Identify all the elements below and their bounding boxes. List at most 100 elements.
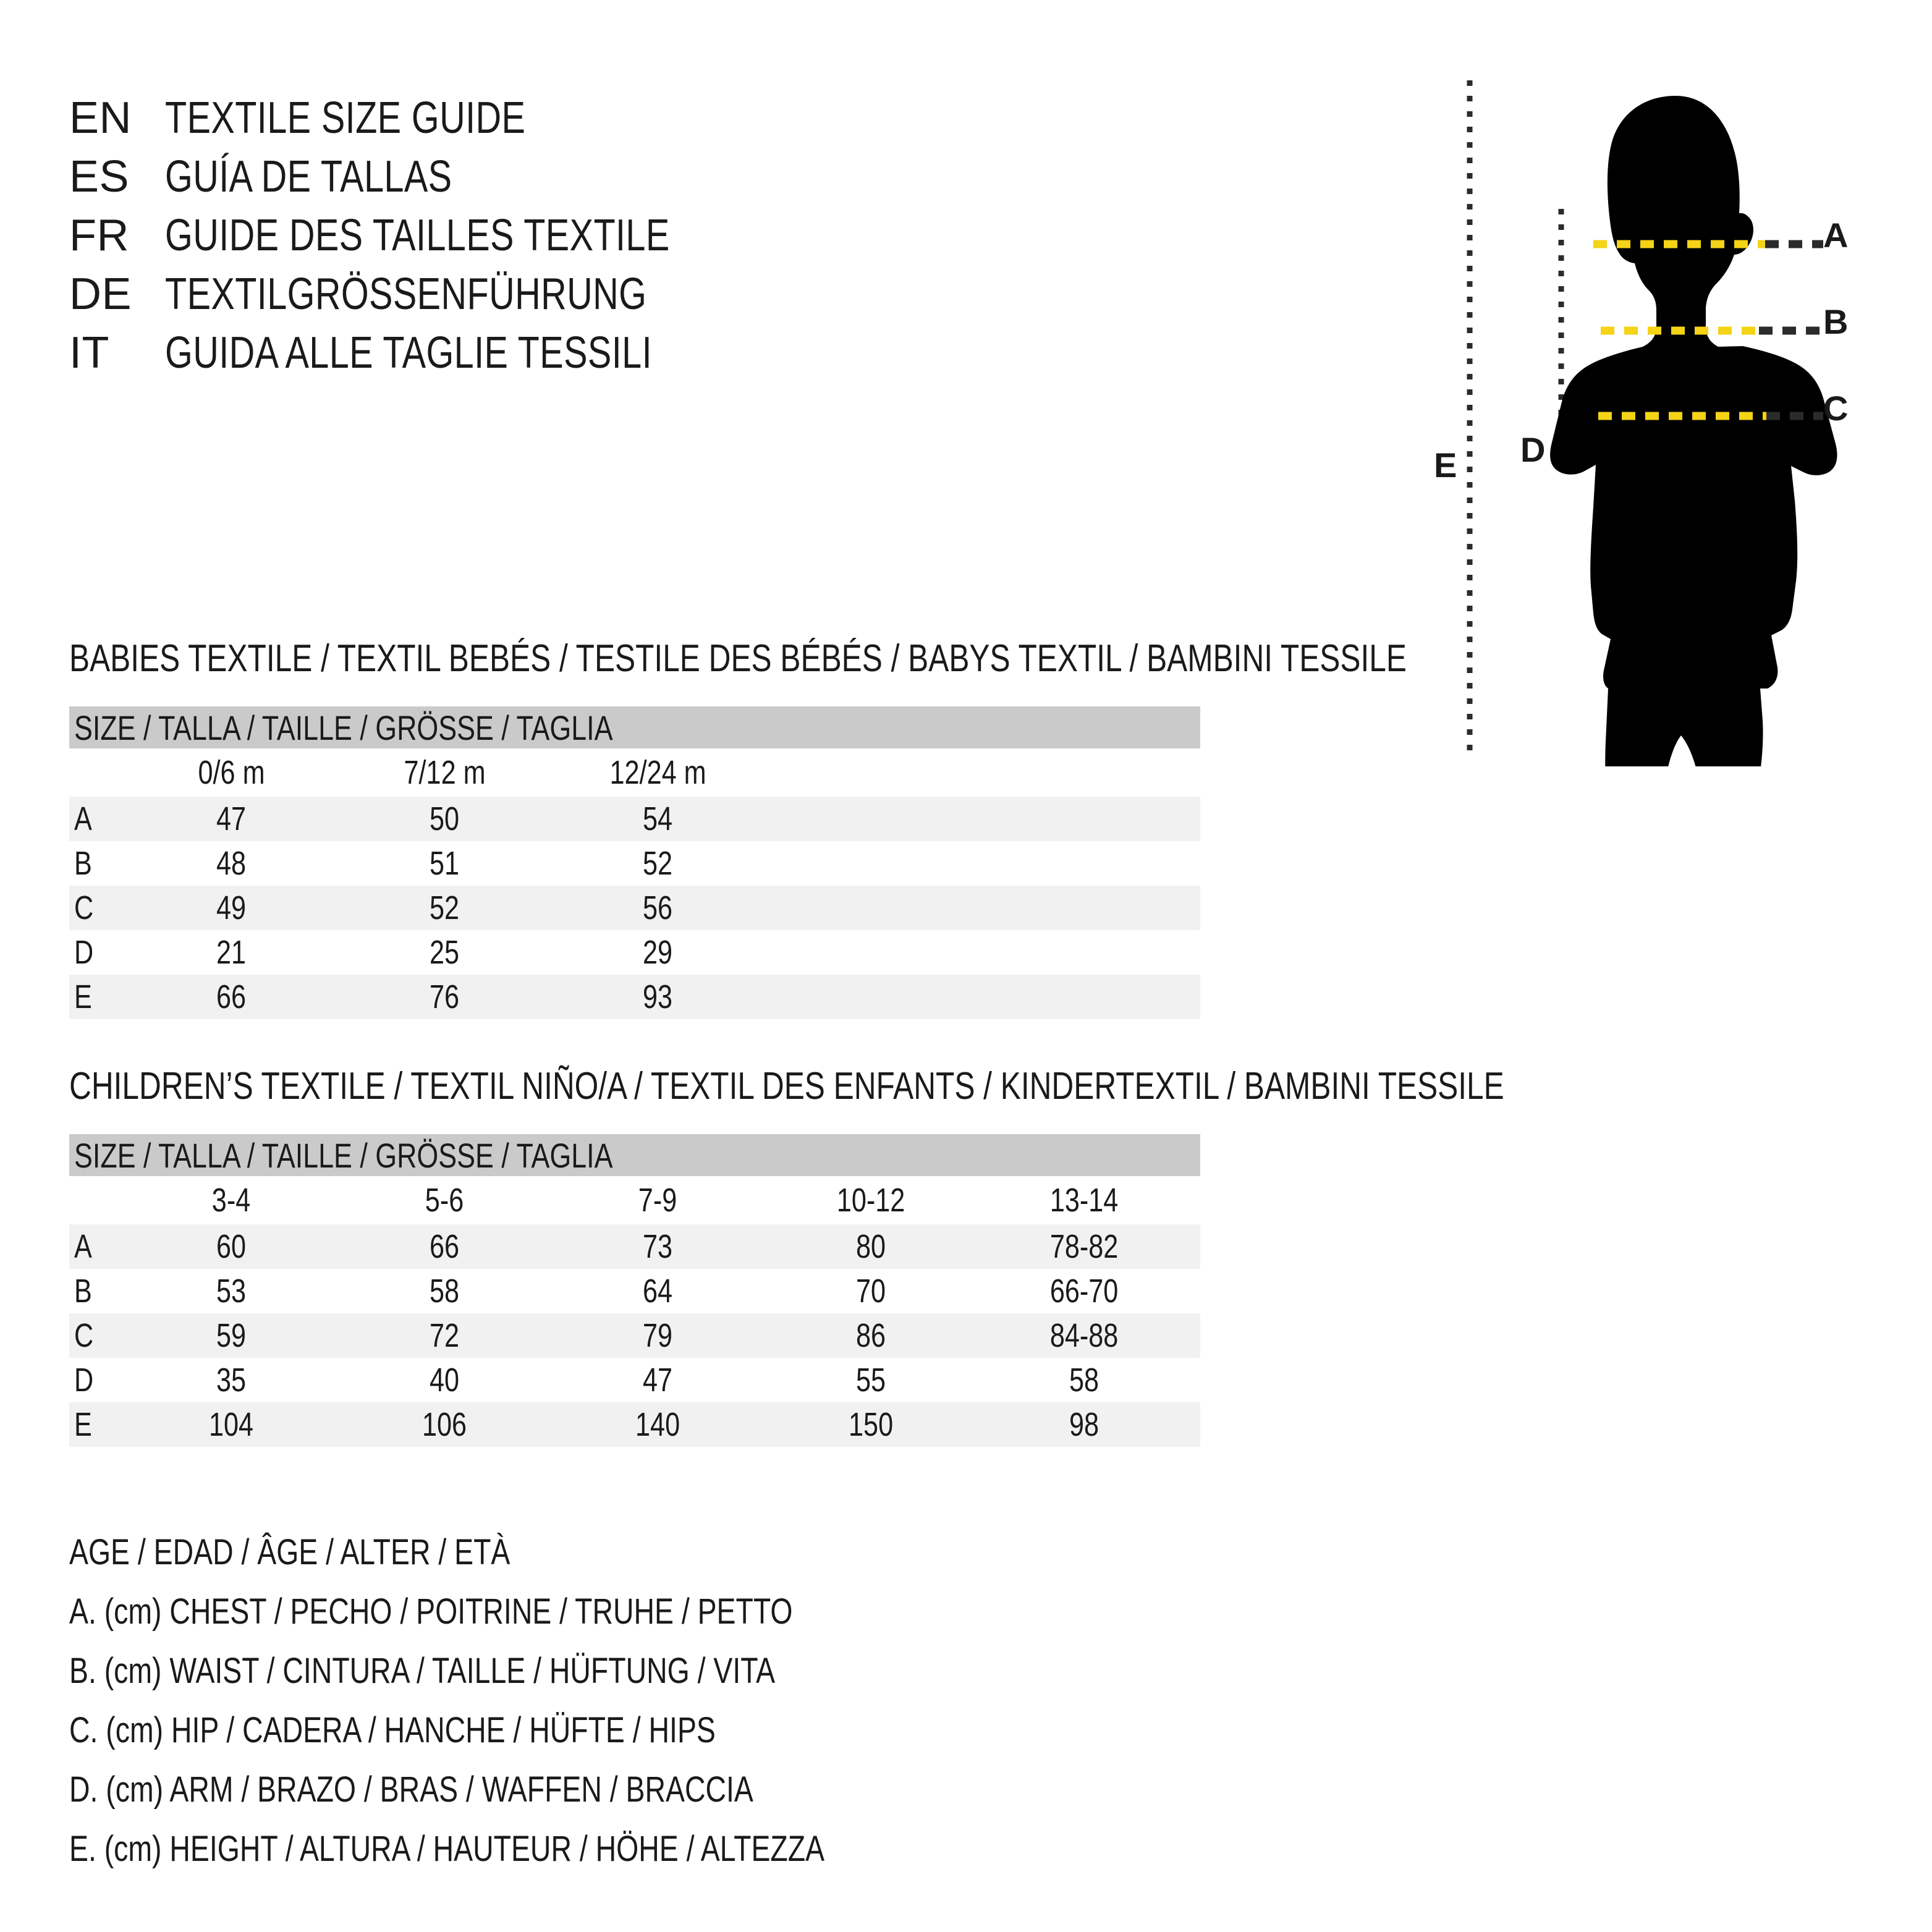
language-code-it: IT	[69, 328, 109, 378]
children-cell-b-1: 58	[430, 1273, 460, 1310]
children-row-label-b: B	[74, 1273, 92, 1310]
torso-shirt-shape	[1550, 346, 1837, 688]
language-title-en: TEXTILE SIZE GUIDE	[165, 93, 526, 143]
children-cell-e-0: 104	[209, 1406, 254, 1443]
children-cell-d-4: 58	[1069, 1362, 1099, 1399]
figure-label-e: E	[1434, 446, 1457, 485]
language-code-fr: FR	[69, 211, 129, 260]
children-cell-d-3: 55	[856, 1362, 886, 1399]
legend-line-age: AGE / EDAD / ÂGE / ALTER / ETÀ	[69, 1532, 511, 1572]
children-cell-c-2: 79	[643, 1317, 673, 1354]
measurement-legend: AGE / EDAD / ÂGE / ALTER / ETÀ A. (cm) C…	[69, 1532, 1014, 1888]
figure-label-d: D	[1520, 430, 1546, 469]
children-cell-b-3: 70	[856, 1273, 886, 1310]
children-cell-d-1: 40	[430, 1362, 460, 1399]
children-column-header-1: 5-6	[425, 1182, 464, 1219]
head-shape	[1607, 96, 1753, 347]
babies-row-label-e: E	[74, 978, 92, 1015]
babies-cell-c-1: 52	[430, 889, 460, 926]
language-code-en: EN	[69, 93, 132, 143]
babies-row-label-a: A	[74, 800, 92, 837]
table-row: A 47 50 54	[69, 797, 1200, 841]
table-row: B 53 58 64 70 66-70	[69, 1269, 1200, 1313]
table-row: C 59 72 79 86 84-88	[69, 1313, 1200, 1358]
figure-label-a: A	[1823, 216, 1849, 255]
babies-cell-d-2: 29	[643, 934, 673, 971]
babies-size-bar-label: SIZE / TALLA / TAILLE / GRÖSSE / TAGLIA	[74, 708, 613, 747]
legend-line-chest: A. (cm) CHEST / PECHO / POITRINE / TRUHE…	[69, 1591, 793, 1632]
babies-cell-b-1: 51	[430, 845, 460, 882]
language-title-es: GUÍA DE TALLAS	[165, 152, 452, 201]
babies-cell-a-1: 50	[430, 800, 460, 837]
table-row: D 35 40 47 55 58	[69, 1358, 1200, 1402]
legend-line-waist: B. (cm) WAIST / CINTURA / TAILLE / HÜFTU…	[69, 1651, 776, 1691]
language-title-it: GUIDA ALLE TAGLIE TESSILI	[165, 328, 652, 378]
babies-column-header-0: 0/6 m	[198, 754, 265, 791]
babies-column-header-row: 0/6 m 7/12 m 12/24 m	[69, 748, 1200, 797]
table-row: E 66 76 93	[69, 975, 1200, 1019]
children-cell-a-4: 78-82	[1050, 1228, 1119, 1265]
children-cell-e-2: 140	[635, 1406, 680, 1443]
children-cell-e-1: 106	[422, 1406, 467, 1443]
children-cell-d-2: 47	[643, 1362, 673, 1399]
children-section-heading: CHILDREN’S TEXTILE / TEXTIL NIÑO/A / TEX…	[69, 1065, 1504, 1108]
children-cell-a-2: 73	[643, 1228, 673, 1265]
babies-cell-e-2: 93	[643, 978, 673, 1015]
babies-cell-c-0: 49	[216, 889, 247, 926]
children-column-header-2: 7-9	[638, 1182, 677, 1219]
child-silhouette-shape	[1550, 96, 1837, 766]
figure-label-c: C	[1823, 389, 1849, 428]
figure-label-b: B	[1823, 302, 1849, 341]
children-cell-a-0: 60	[216, 1228, 247, 1265]
measurement-figure-diagram: E D A B C	[1397, 74, 1904, 766]
children-size-bar-label: SIZE / TALLA / TAILLE / GRÖSSE / TAGLIA	[74, 1135, 613, 1175]
children-cell-c-4: 84-88	[1050, 1317, 1119, 1354]
children-column-header-3: 10-12	[837, 1182, 905, 1219]
table-row: C 49 52 56	[69, 886, 1200, 930]
language-code-de: DE	[69, 269, 132, 319]
babies-column-header-2: 12/24 m	[609, 754, 706, 791]
children-size-bar: SIZE / TALLA / TAILLE / GRÖSSE / TAGLIA	[69, 1134, 1200, 1176]
babies-section-heading: BABIES TEXTILE / TEXTIL BEBÉS / TESTILE …	[69, 637, 1407, 680]
children-cell-c-3: 86	[856, 1317, 886, 1354]
children-column-header-row: 3-4 5-6 7-9 10-12 13-14	[69, 1176, 1200, 1224]
children-row-label-e: E	[74, 1406, 92, 1443]
legend-line-arm: D. (cm) ARM / BRAZO / BRAS / WAFFEN / BR…	[69, 1769, 753, 1810]
language-row-fr: FR GUIDE DES TAILLES TEXTILE	[69, 210, 1244, 269]
children-row-label-c: C	[74, 1317, 94, 1354]
language-title-de: TEXTILGRÖSSENFÜHRUNG	[165, 269, 647, 319]
table-row: A 60 66 73 80 78-82	[69, 1224, 1200, 1269]
children-cell-b-4: 66-70	[1050, 1273, 1119, 1310]
babies-cell-a-2: 54	[643, 800, 673, 837]
children-column-header-0: 3-4	[212, 1182, 251, 1219]
language-title-fr: GUIDE DES TAILLES TEXTILE	[165, 211, 670, 260]
children-cell-a-1: 66	[430, 1228, 460, 1265]
language-row-es: ES GUÍA DE TALLAS	[69, 151, 1244, 210]
children-cell-e-3: 150	[849, 1406, 894, 1443]
babies-column-header-1: 7/12 m	[404, 754, 486, 791]
babies-cell-c-2: 56	[643, 889, 673, 926]
babies-row-label-d: D	[74, 934, 94, 971]
babies-cell-b-2: 52	[643, 845, 673, 882]
children-cell-a-3: 80	[856, 1228, 886, 1265]
children-row-label-d: D	[74, 1362, 94, 1399]
children-cell-c-0: 59	[216, 1317, 247, 1354]
children-cell-d-0: 35	[216, 1362, 247, 1399]
children-corner-cell	[69, 1181, 125, 1219]
children-row-label-a: A	[74, 1228, 92, 1265]
table-row: B 48 51 52	[69, 841, 1200, 886]
babies-row-label-c: C	[74, 889, 94, 926]
shorts-shape	[1605, 688, 1763, 766]
language-code-es: ES	[69, 152, 130, 201]
child-silhouette-svg	[1467, 80, 1837, 766]
children-size-table: SIZE / TALLA / TAILLE / GRÖSSE / TAGLIA …	[69, 1134, 1200, 1447]
babies-cell-b-0: 48	[216, 845, 247, 882]
babies-cell-d-1: 25	[430, 934, 460, 971]
babies-size-bar: SIZE / TALLA / TAILLE / GRÖSSE / TAGLIA	[69, 706, 1200, 748]
language-row-en: EN TEXTILE SIZE GUIDE	[69, 93, 1244, 151]
children-cell-b-0: 53	[216, 1273, 247, 1310]
language-row-it: IT GUIDA ALLE TAGLIE TESSILI	[69, 328, 1244, 386]
table-row: E 104 106 140 150 98	[69, 1402, 1200, 1447]
language-title-block: EN TEXTILE SIZE GUIDE ES GUÍA DE TALLAS …	[69, 93, 1244, 386]
